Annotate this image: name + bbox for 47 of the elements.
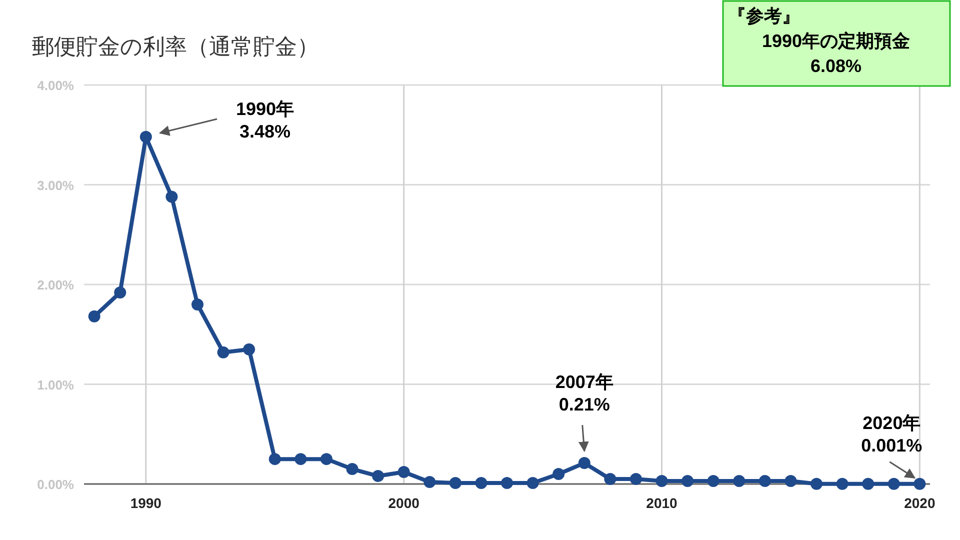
point xyxy=(758,475,771,488)
point xyxy=(346,463,358,476)
x-tick-label: 2010 xyxy=(646,495,678,511)
point xyxy=(682,475,694,488)
point xyxy=(191,298,204,310)
annotation: 2020年 0.001% xyxy=(861,412,922,456)
point xyxy=(888,478,900,490)
point xyxy=(836,478,848,490)
x-tick-label: 2020 xyxy=(904,495,936,511)
point xyxy=(578,457,590,470)
point xyxy=(733,475,746,488)
y-tick-label: 3.00% xyxy=(37,178,74,193)
point xyxy=(475,477,488,490)
y-tick-label: 1.00% xyxy=(37,377,74,392)
point xyxy=(449,477,462,490)
chart-title: 郵便貯金の利率（通常貯金） xyxy=(32,34,319,59)
point xyxy=(862,478,874,490)
point xyxy=(398,466,410,478)
point xyxy=(217,346,230,358)
point xyxy=(424,476,436,488)
point xyxy=(784,475,797,488)
text: 『参考』 1990年の定期預金 6.08% xyxy=(728,6,910,76)
y-tick-label: 2.00% xyxy=(37,278,74,292)
point xyxy=(372,470,384,482)
y-tick-label: 0.00% xyxy=(37,477,74,492)
annotation: 1990年 3.48% xyxy=(236,99,294,142)
point xyxy=(604,473,616,486)
point xyxy=(166,190,178,203)
point xyxy=(810,478,823,490)
point xyxy=(243,343,256,356)
point xyxy=(656,475,668,488)
x-tick-label: 2000 xyxy=(388,495,420,511)
point xyxy=(320,453,332,466)
point xyxy=(268,453,281,466)
point xyxy=(707,475,720,488)
point xyxy=(88,310,100,322)
point xyxy=(630,473,642,486)
y-tick-label: 4.00% xyxy=(37,78,74,93)
point xyxy=(552,468,565,480)
point xyxy=(294,453,307,466)
point xyxy=(114,286,126,298)
x-tick-label: 1990 xyxy=(130,495,162,511)
annotation: 2007年 0.21% xyxy=(555,372,614,415)
point xyxy=(140,130,152,143)
point xyxy=(501,477,513,490)
point xyxy=(914,478,926,490)
point xyxy=(526,477,539,490)
